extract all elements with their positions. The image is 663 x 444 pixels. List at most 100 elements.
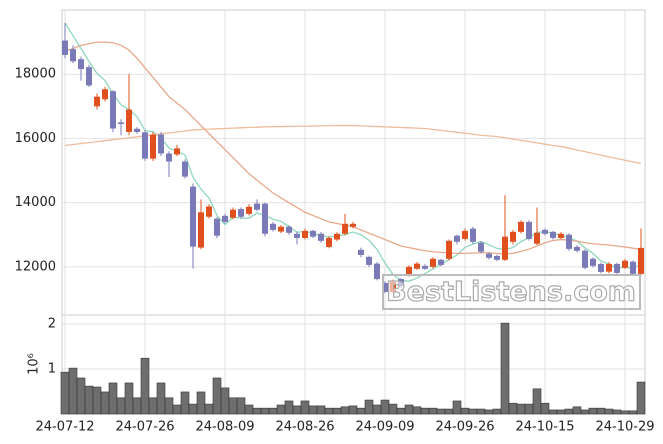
candle-body — [614, 263, 620, 273]
volume-bar — [268, 407, 278, 415]
price-panel — [61, 9, 646, 316]
candle-body — [550, 231, 556, 238]
candle-body — [174, 148, 180, 155]
candle-body — [150, 134, 156, 159]
candle-body — [278, 226, 284, 232]
volume-bar — [548, 409, 558, 415]
candle-body — [118, 122, 124, 124]
volume-bar — [308, 405, 318, 415]
x-tick-label: 24-09-09 — [355, 420, 414, 435]
volume-bar — [348, 405, 358, 415]
candle-body — [638, 247, 644, 274]
candle-body — [318, 233, 324, 241]
x-tick-label: 24-10-29 — [595, 420, 654, 435]
volume-bar — [100, 391, 110, 415]
volume-bar — [452, 400, 462, 415]
volume-bar — [580, 409, 590, 415]
candle-body — [574, 246, 580, 251]
candle-body — [390, 281, 396, 292]
volume-bar — [532, 388, 542, 415]
y-tick-label: 12000 — [15, 259, 56, 274]
candle-body — [566, 234, 572, 249]
volume-bar — [492, 408, 502, 415]
y-tick-label: 16000 — [15, 131, 56, 146]
candle-body — [606, 263, 612, 272]
candle-body — [542, 229, 548, 234]
volume-bar — [420, 407, 430, 415]
candle-body — [70, 49, 76, 62]
volume-bar — [76, 377, 86, 415]
candle-body — [262, 203, 268, 234]
volume-bar — [468, 408, 478, 415]
volume-bar — [316, 405, 326, 415]
candle-body — [598, 263, 604, 272]
candle-body — [230, 209, 236, 218]
candle-body — [302, 230, 308, 238]
volume-bar — [516, 403, 526, 415]
candle-body — [366, 256, 372, 265]
candle-body — [94, 96, 100, 107]
volume-bar — [164, 397, 174, 415]
candle-body — [198, 212, 204, 248]
volume-bar — [108, 382, 118, 415]
volume-bar — [572, 406, 582, 415]
volume-bar — [604, 408, 614, 415]
candle-body — [502, 236, 508, 260]
candle-body — [134, 128, 140, 132]
volume-bar — [484, 409, 494, 415]
volume-bar — [188, 403, 198, 415]
volume-bar — [380, 399, 390, 415]
volume-bar — [396, 407, 406, 415]
volume-bar — [364, 399, 374, 415]
candle-body — [254, 203, 260, 210]
candle-body — [526, 221, 532, 239]
volume-bar — [116, 397, 126, 415]
candle-body — [294, 233, 300, 238]
volume-bar — [236, 397, 246, 415]
x-tick-label: 24-08-09 — [195, 420, 254, 435]
volume-bar — [212, 377, 222, 415]
volume-bar — [436, 408, 446, 415]
candle-body — [126, 109, 132, 132]
volume-bar — [124, 382, 134, 415]
volume-bar — [156, 382, 166, 415]
x-tick-label: 24-07-26 — [115, 420, 174, 435]
candle-body — [222, 215, 228, 222]
candle-body — [438, 259, 444, 265]
candle-body — [270, 223, 276, 230]
volume-bar — [140, 357, 150, 415]
candle-body — [142, 132, 148, 159]
volume-bar — [172, 404, 182, 415]
volume-bar — [260, 407, 270, 415]
volume-bar — [476, 408, 486, 415]
candle-body — [382, 282, 388, 292]
volume-bar — [372, 404, 382, 415]
y-tick-label: 2 — [48, 317, 56, 332]
volume-bar — [132, 397, 142, 415]
volume-bar — [612, 409, 622, 415]
candle-body — [430, 258, 436, 267]
volume-bar — [620, 410, 630, 415]
x-tick-label: 24-09-26 — [435, 420, 494, 435]
candle-body — [558, 233, 564, 238]
watermark-box — [382, 274, 641, 310]
candle-body — [326, 237, 332, 247]
candle-body — [350, 223, 356, 227]
volume-bar — [628, 410, 638, 415]
candle-body — [182, 161, 188, 177]
candle-body — [630, 261, 636, 274]
candle-body — [398, 279, 404, 287]
candle-body — [78, 59, 84, 70]
volume-bar — [356, 407, 366, 415]
candle-body — [478, 242, 484, 252]
volume-bar — [556, 409, 566, 415]
volume-bar — [588, 407, 598, 415]
candle-body — [206, 206, 212, 217]
volume-bar — [92, 386, 102, 415]
candle-body — [510, 231, 516, 242]
volume-bar — [228, 397, 238, 415]
candle-body — [406, 266, 412, 275]
x-tick-label: 24-08-26 — [275, 420, 334, 435]
volume-bar — [60, 371, 70, 415]
x-tick-label: 24-10-15 — [515, 420, 574, 435]
